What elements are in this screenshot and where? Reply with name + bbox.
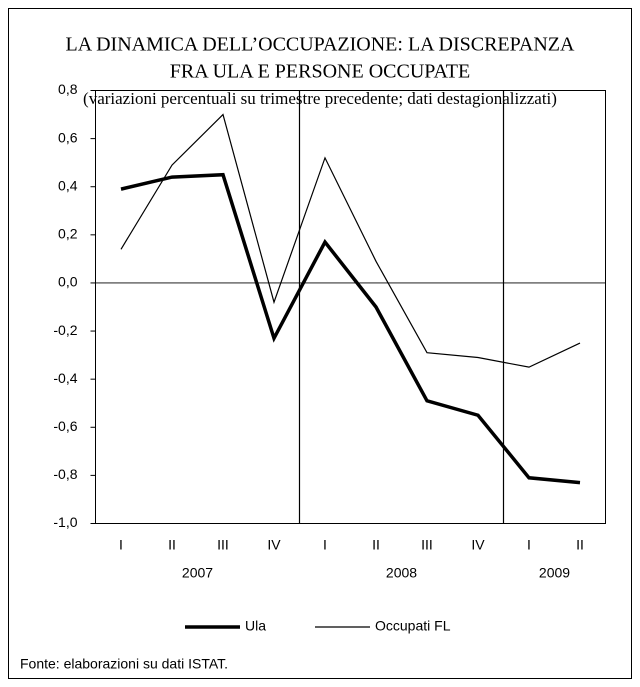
chart-title: FRA ULA E PERSONE OCCUPATE [170,61,470,83]
y-tick-label: 0,2 [58,226,78,242]
series-line [120,113,581,368]
plot-area [95,90,606,524]
x-tick-label: III [421,537,433,553]
x-tick-label: II [576,537,584,553]
y-tick-label: -0,4 [53,370,77,386]
group-label: 2008 [386,565,417,581]
y-tick-label: 0,0 [58,274,78,290]
frame [8,8,632,679]
x-tick-label: III [217,537,229,553]
y-tick-label: 0,4 [58,177,78,193]
chart-title: LA DINAMICA DELL’OCCUPAZIONE: LA DISCREP… [66,34,575,56]
series-line [120,172,581,485]
x-tick-label: II [372,537,380,553]
x-tick-label: IV [471,537,485,553]
x-tick-label: II [168,537,176,553]
y-tick-label: -0,2 [53,322,77,338]
chart-subtitle: (variazioni percentuali su trimestre pre… [83,89,557,108]
group-label: 2009 [539,565,570,581]
y-tick-label: 0,8 [58,81,78,97]
y-tick-label: -0,8 [53,466,77,482]
y-tick-label: -0,6 [53,418,77,434]
legend-label: Ula [245,618,266,634]
group-label: 2007 [182,565,213,581]
legend-label: Occupati FL [375,618,451,634]
source: Fonte: elaborazioni su dati ISTAT. [20,656,228,672]
x-tick-label: I [527,537,531,553]
y-tick-label: -1,0 [53,514,77,530]
y-tick-label: 0,6 [58,129,78,145]
x-tick-label: I [323,537,327,553]
x-tick-label: IV [267,537,281,553]
x-tick-label: I [119,537,123,553]
